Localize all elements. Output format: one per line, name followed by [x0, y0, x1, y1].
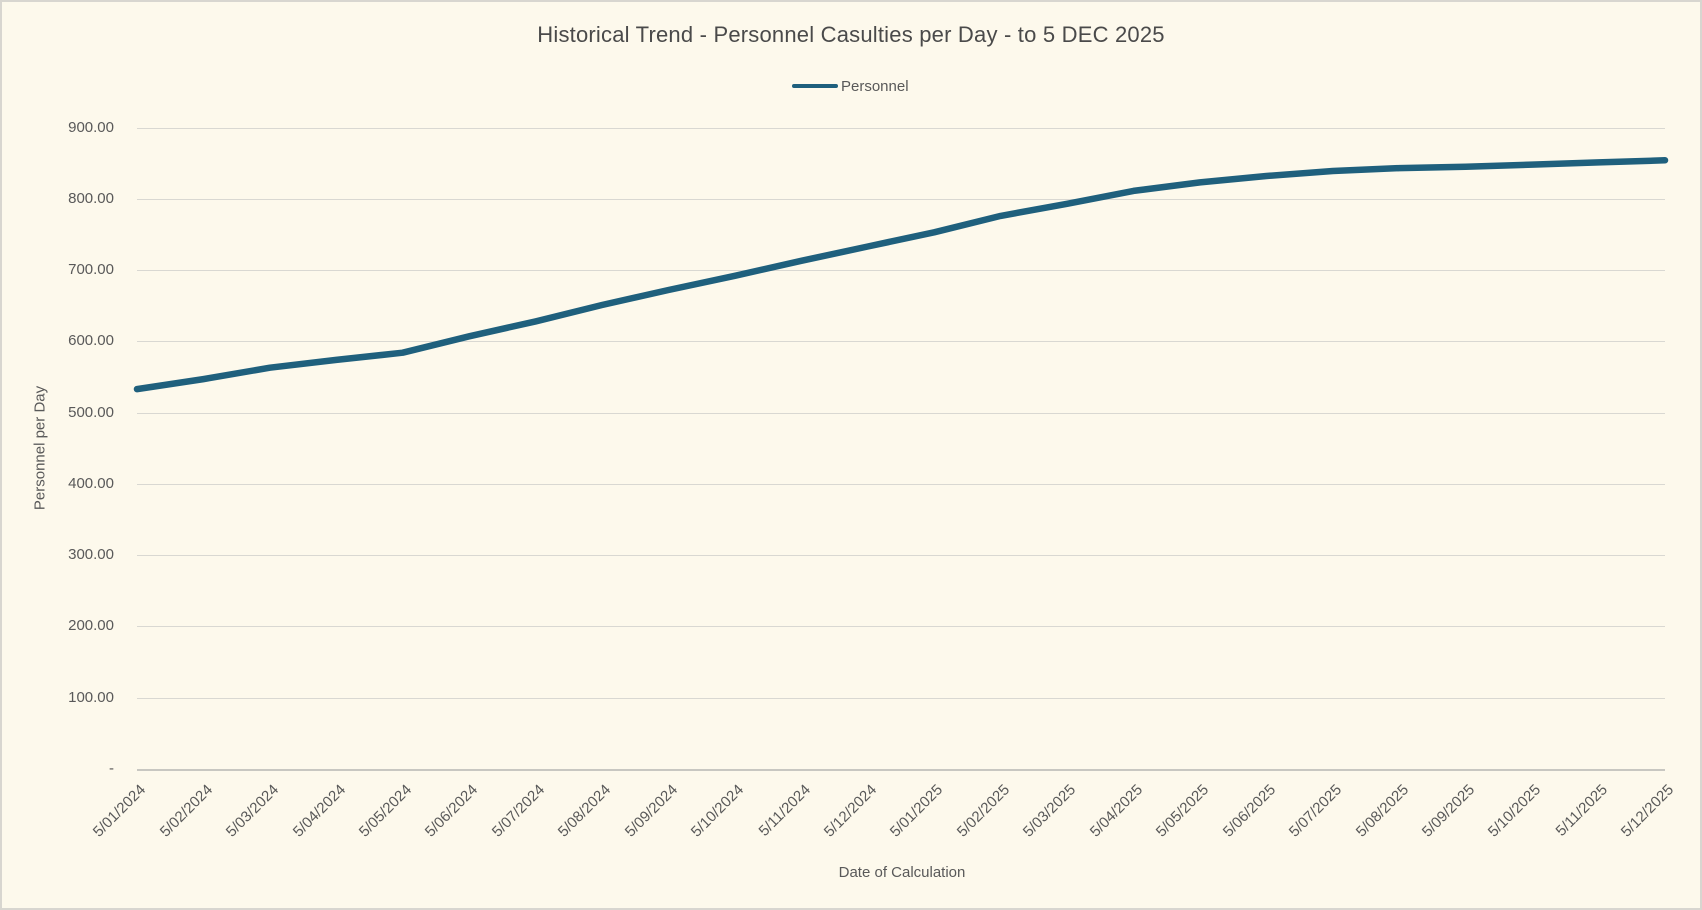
y-tick-label: 200.00 [68, 617, 114, 635]
personnel-series-line [133, 157, 1669, 393]
gridline [137, 483, 1665, 485]
y-tick-label: 500.00 [68, 403, 114, 421]
gridline [137, 270, 1665, 272]
y-tick-label: 700.00 [68, 261, 114, 279]
legend-line-swatch [792, 83, 838, 89]
legend-series-label: Personnel [841, 77, 909, 95]
y-tick-label: 800.00 [68, 189, 114, 207]
gridline [137, 127, 1665, 129]
gridline [137, 198, 1665, 200]
y-tick-label: 100.00 [68, 688, 114, 706]
y-tick-label: 600.00 [68, 332, 114, 350]
chart-title: Historical Trend - Personnel Casulties p… [537, 22, 1165, 47]
gridline [137, 626, 1665, 628]
y-axis-title: Personnel per Day [31, 385, 49, 511]
y-tick-label: 400.00 [68, 474, 114, 492]
x-axis-title: Date of Calculation [838, 864, 966, 881]
x-axis-line [137, 768, 1665, 771]
gridline [137, 555, 1665, 557]
legend: Personnel [792, 78, 909, 94]
gridline [137, 697, 1665, 699]
y-tick-label: - [109, 760, 114, 777]
gridline [137, 412, 1665, 414]
y-tick-label: 900.00 [68, 118, 114, 136]
gridline [137, 341, 1665, 343]
y-tick-label: 300.00 [68, 546, 114, 564]
